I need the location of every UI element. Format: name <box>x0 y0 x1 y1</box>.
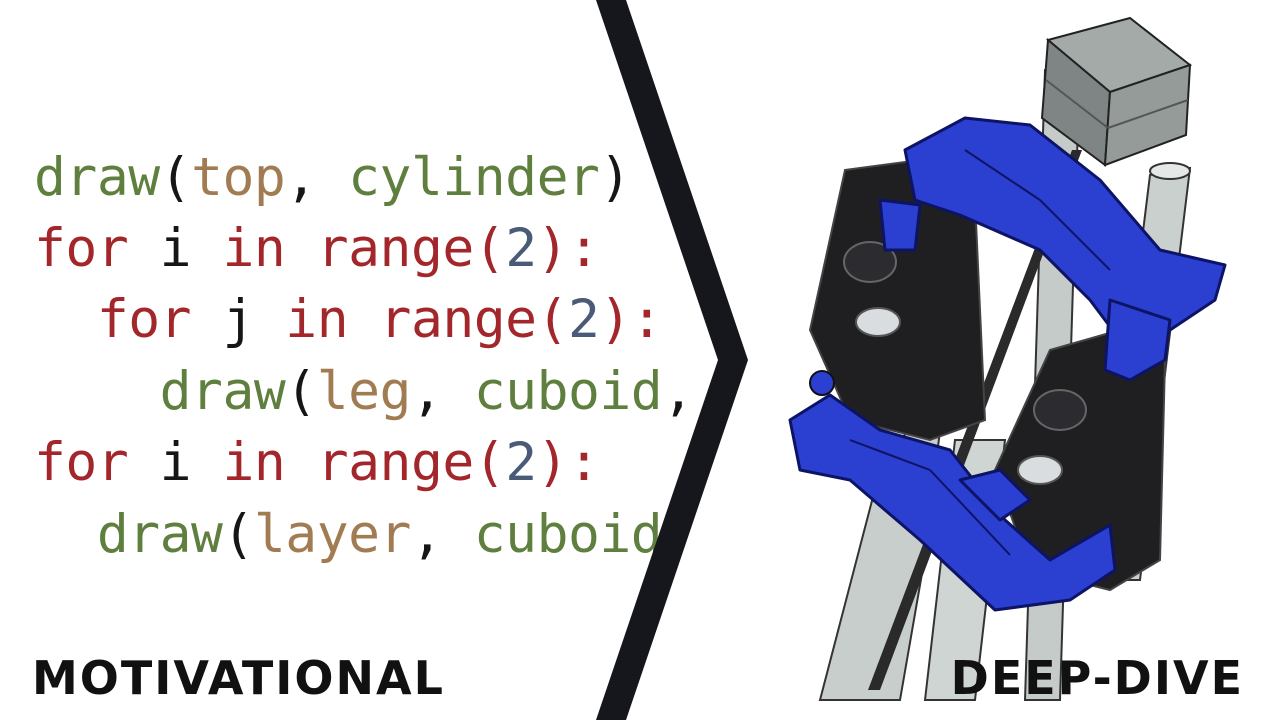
code-token: , <box>410 361 474 422</box>
code-token: ): <box>536 218 600 279</box>
code-line: for j in range(2): <box>34 289 663 350</box>
motivational-label: MOTIVATIONAL <box>32 651 445 705</box>
code-token: cuboid <box>473 504 663 565</box>
motor-icon <box>1040 16 1193 167</box>
3d-cad-model-image <box>788 16 1227 701</box>
code-token: range <box>379 289 538 350</box>
code-token: for <box>34 432 129 493</box>
code-token: top <box>191 147 286 208</box>
code-token: in <box>222 218 286 279</box>
code-token: i <box>128 218 223 279</box>
code-token: 2 <box>505 218 537 279</box>
code-line: for i in range(2): <box>34 218 600 279</box>
code-token: i <box>128 432 223 493</box>
code-token: layer <box>253 504 412 565</box>
code-token: ): <box>599 289 663 350</box>
deep-dive-label: DEEP-DIVE <box>950 651 1244 705</box>
code-token: , <box>410 504 474 565</box>
code-token: for <box>34 218 129 279</box>
code-token: ( <box>473 432 506 493</box>
code-token: ): <box>536 432 600 493</box>
code-token: ) <box>599 147 631 208</box>
code-token: draw <box>34 147 160 208</box>
code-token: , <box>285 147 349 208</box>
code-token: in <box>222 432 286 493</box>
code-token: range <box>316 218 475 279</box>
code-snippet: draw(top, cylinder) for i in range(2): f… <box>34 148 695 565</box>
code-line: for i in range(2): <box>34 432 600 493</box>
code-token: draw <box>159 361 286 422</box>
code-token: 2 <box>568 289 600 350</box>
code-token: ( <box>159 147 192 208</box>
code-token: in <box>285 289 349 350</box>
code-token: j <box>191 289 286 350</box>
code-token: ( <box>536 289 569 350</box>
code-line: draw(top, cylinder) <box>34 148 631 208</box>
code-token: cylinder <box>348 147 600 208</box>
code-token: ( <box>473 218 506 279</box>
code-token: range <box>316 432 475 493</box>
code-token: ( <box>285 361 317 422</box>
code-token: , <box>662 361 694 422</box>
code-token: 2 <box>505 432 537 493</box>
code-line: draw(layer, cuboid <box>34 504 663 565</box>
code-token: ( <box>222 504 254 565</box>
code-token: cuboid <box>473 361 663 422</box>
code-line: draw(leg, cuboid, <box>34 361 695 422</box>
code-token: for <box>96 289 192 350</box>
code-token: draw <box>96 504 223 565</box>
code-token: leg <box>316 361 412 422</box>
